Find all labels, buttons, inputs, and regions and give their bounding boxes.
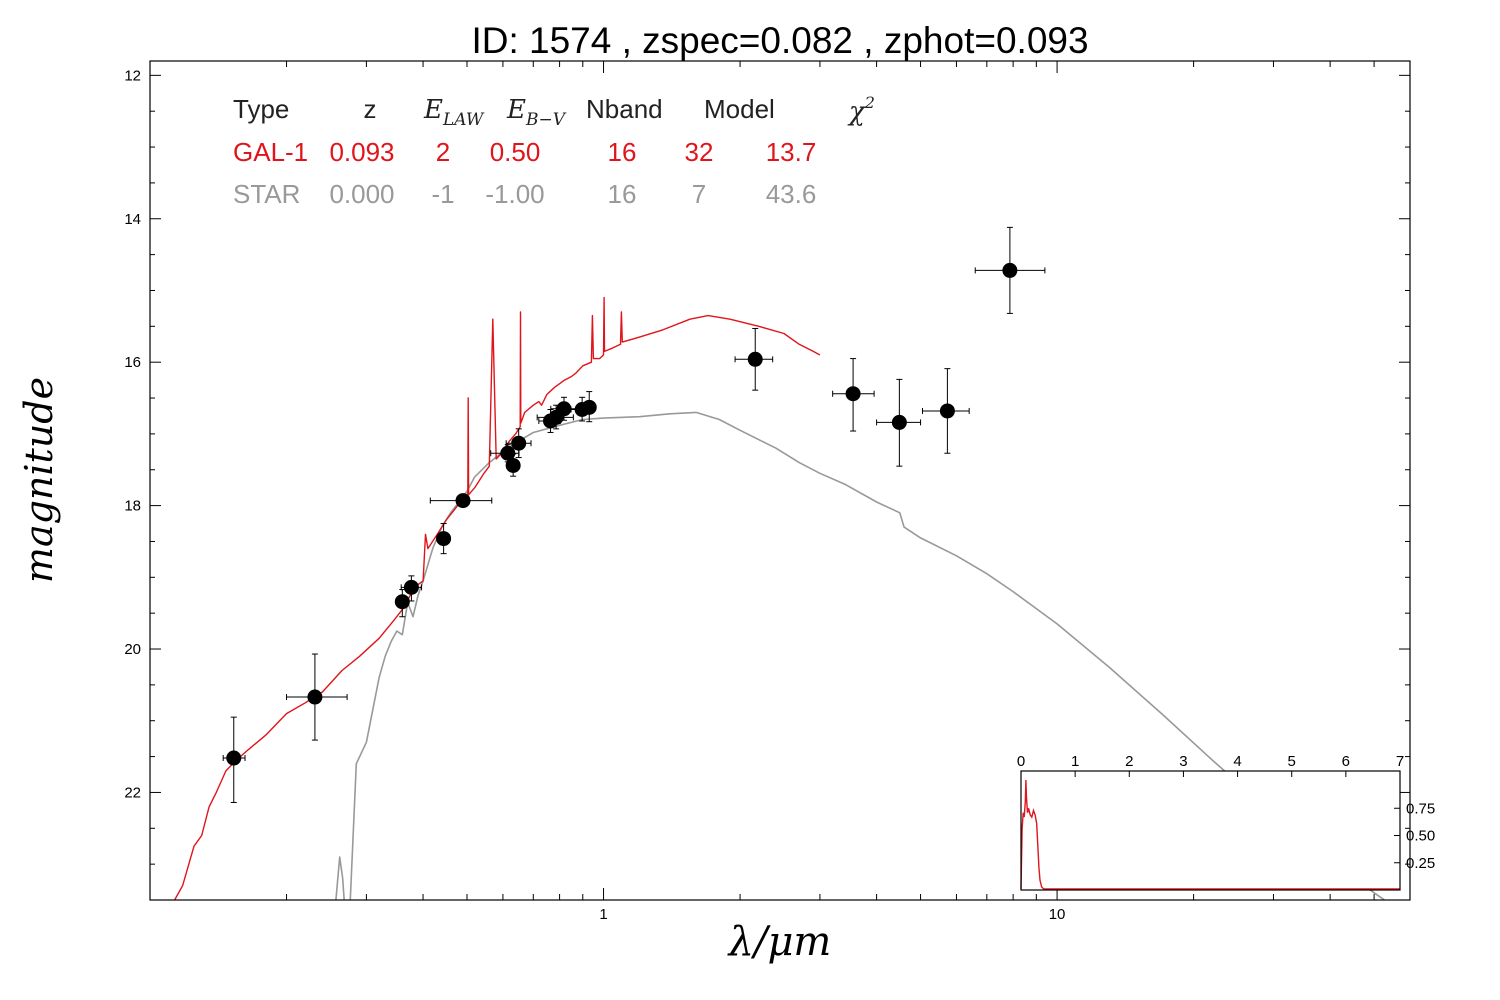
legend-cell-z: 0.000 — [329, 179, 394, 209]
y-tick-label: 20 — [124, 641, 141, 658]
inset-frame — [1020, 770, 1401, 891]
data-point-marker — [747, 351, 763, 367]
chart-title: ID: 1574 , zspec=0.082 , zphot=0.093 — [471, 20, 1088, 61]
data-point-marker — [403, 579, 419, 595]
photometry-point — [832, 358, 875, 432]
inset-x-tick-label: 1 — [1071, 753, 1079, 770]
inset-x-tick-label: 5 — [1288, 753, 1296, 770]
inset-x-tick-label: 6 — [1342, 753, 1350, 770]
legend-cell-elaw: 2 — [436, 137, 450, 167]
header-elaw: ELAW — [423, 95, 485, 130]
legend-cell-ebv: -1.00 — [485, 179, 544, 209]
inset-background — [1021, 771, 1400, 890]
photometry-point — [505, 453, 521, 477]
legend-row-gal-1: GAL-1 0.093 2 0.50 16 32 13.7 — [233, 137, 816, 167]
inset-x-tick-label: 7 — [1396, 753, 1404, 770]
data-point-marker — [845, 386, 861, 402]
y-tick-label: 14 — [124, 211, 141, 228]
plot-frame — [149, 60, 1411, 901]
legend-cell-nband: 16 — [608, 179, 637, 209]
photometry-point — [436, 523, 452, 555]
x-axis-label: λ/μm — [727, 919, 832, 965]
photometry-point — [222, 716, 246, 803]
photometry-point — [734, 327, 774, 391]
data-point-marker — [891, 414, 907, 430]
legend-cell-elaw: -1 — [431, 179, 454, 209]
data-point-marker — [307, 689, 323, 705]
photometry-point — [394, 588, 410, 618]
legend-cell-nband: 16 — [608, 137, 637, 167]
data-point-marker — [455, 493, 471, 509]
data-point-marker — [1002, 262, 1018, 278]
photometry-points — [222, 226, 1046, 803]
data-point-marker — [500, 445, 516, 461]
inset-y-tick-label: 0.75 — [1406, 800, 1435, 817]
photometry-point — [400, 575, 423, 602]
data-point-marker — [505, 457, 521, 473]
data-point-marker — [581, 399, 597, 415]
legend-cell-type: STAR — [233, 179, 300, 209]
x-tick-label: 10 — [1049, 906, 1066, 923]
legend-cell-type: GAL-1 — [233, 137, 308, 167]
header-type: Type — [233, 94, 289, 124]
legend-row-star: STAR 0.000 -1 -1.00 16 7 43.6 — [233, 179, 816, 209]
photometry-point — [581, 391, 597, 423]
y-axis-label: magnitude — [17, 377, 61, 583]
model-curve-star — [335, 411, 1386, 900]
y-tick-label: 18 — [124, 498, 141, 515]
photometry-point — [550, 396, 578, 421]
inset-x-tick-label: 3 — [1179, 753, 1187, 770]
data-point-marker — [939, 403, 955, 419]
photometry-point — [876, 378, 922, 467]
legend-cell-model: 7 — [692, 179, 706, 209]
x-minor-ticks — [286, 61, 1375, 900]
inset-y-tick-label: 0.25 — [1406, 855, 1435, 872]
photometry-point — [429, 493, 493, 509]
legend-cell-model: 32 — [685, 137, 714, 167]
header-ebv: EB−V — [506, 95, 567, 130]
photometry-point — [505, 428, 532, 459]
legend-cell-chi2: 13.7 — [766, 137, 817, 167]
photometry-point — [286, 653, 348, 741]
redshift-pdf-inset: 0 1 2 3 4 5 6 7 0.25 0.50 0.75 — [1017, 753, 1435, 891]
data-point-marker — [511, 435, 527, 451]
header-z: z — [364, 94, 377, 124]
photometry-point — [974, 226, 1046, 314]
legend-cell-z: 0.093 — [329, 137, 394, 167]
legend-table: Type z ELAW EB−V Nband Model χ2 GAL-1 0.0… — [233, 93, 875, 209]
model-curve-gal-1 — [173, 296, 821, 900]
y-tick-label: 12 — [124, 67, 141, 84]
inset-y-tick-label: 0.50 — [1406, 828, 1435, 845]
inset-pdf-curve — [1020, 779, 1400, 890]
y-tick-label: 16 — [124, 354, 141, 371]
data-point-marker — [436, 531, 452, 547]
header-model: Model — [704, 94, 775, 124]
x-tick-label: 1 — [599, 906, 607, 923]
inset-x-tick-label: 2 — [1125, 753, 1133, 770]
inset-x-tick-label: 0 — [1017, 753, 1025, 770]
data-point-marker — [226, 750, 242, 766]
header-chi2: χ2 — [847, 93, 875, 127]
data-point-marker — [394, 594, 410, 610]
y-tick-label: 22 — [124, 784, 141, 801]
inset-x-tick-label: 4 — [1233, 753, 1241, 770]
data-point-marker — [556, 401, 572, 417]
photometry-point — [922, 368, 970, 454]
model-curves — [173, 296, 1386, 900]
legend-cell-ebv: 0.50 — [490, 137, 541, 167]
header-nband: Nband — [586, 94, 663, 124]
legend-cell-chi2: 43.6 — [766, 179, 817, 209]
